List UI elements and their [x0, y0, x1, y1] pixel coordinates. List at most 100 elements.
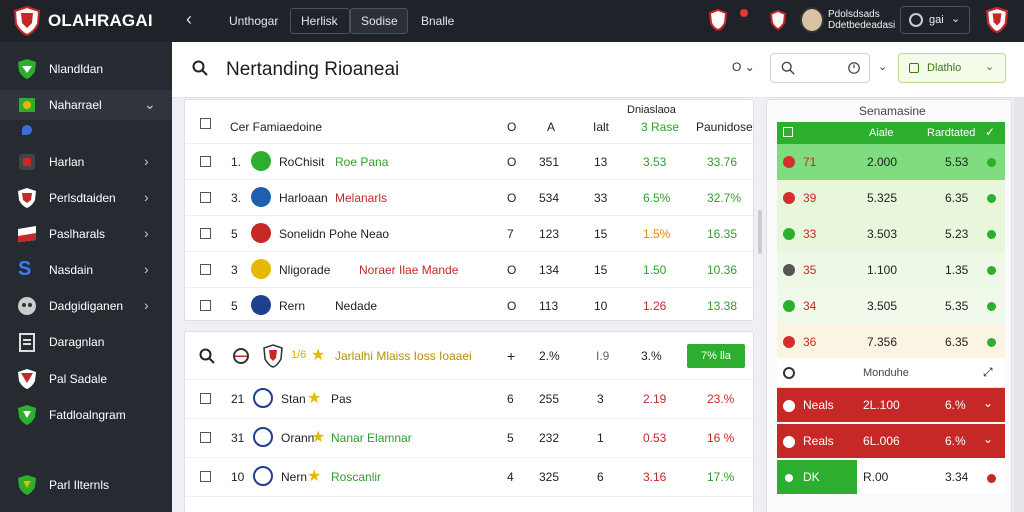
table-row[interactable]: 10 Nern ★ Roscanlir 4 325 6 3.16 17.% [185, 458, 753, 497]
view-toggle[interactable]: O ⌄ [732, 60, 755, 74]
flag-icon [19, 98, 35, 112]
cell-c1: 7 [507, 227, 514, 241]
shield-alert-icon[interactable] [768, 8, 788, 32]
chevron-down-icon[interactable]: ⌄ [878, 61, 888, 73]
team-name[interactable]: Rern [279, 299, 306, 313]
team-crest-icon[interactable] [986, 6, 1008, 34]
star-icon[interactable]: ★ [307, 390, 322, 407]
col-header-4[interactable]: 3 Rase [641, 120, 680, 134]
tab-2[interactable]: Herlisk [290, 8, 350, 34]
cell-c3: 6 [597, 470, 604, 484]
row-checkbox[interactable] [200, 192, 211, 203]
team-subname: Melanarls [335, 191, 388, 205]
row-checkbox[interactable] [200, 228, 211, 239]
star-icon[interactable]: ★ [311, 347, 326, 364]
select-all-checkbox[interactable] [200, 118, 211, 129]
sidebar-item-4[interactable]: Perlsdtaiden › [0, 183, 172, 213]
cell-c5: 16 % [707, 431, 735, 445]
back-arrow-icon[interactable]: ‹ [186, 9, 192, 29]
tab-3[interactable]: Sodise [350, 8, 408, 34]
chevron-down-icon[interactable]: ⌄ [983, 396, 994, 410]
panel-col-2[interactable]: Rardtated [927, 127, 976, 139]
panel-bottom-row[interactable]: Neals 2L.100 6.% ⌄ [777, 388, 1005, 422]
row-checkbox[interactable] [200, 393, 211, 404]
cell-c1: O [507, 191, 517, 205]
panel-row[interactable]: 36 7.356 6.35 [777, 324, 1005, 360]
search-icon[interactable] [199, 348, 215, 364]
sidebar-item-3[interactable]: Harlan › [0, 147, 172, 177]
sidebar-item-10[interactable]: Fatdloalngram [0, 400, 172, 430]
panel-row-pct: 6.35 [945, 191, 969, 205]
filter-button[interactable]: Dlathlo ⌄ [898, 53, 1006, 83]
sidebar-item-2[interactable]: Naharrael ⌄ [0, 90, 172, 120]
star-icon[interactable]: ★ [307, 468, 322, 485]
col-header-2[interactable]: A [547, 120, 556, 134]
panel-row-num: 35 [803, 263, 817, 277]
team-name[interactable]: Stan [281, 392, 306, 406]
sidebar-item-8[interactable]: Daragnlan [0, 327, 172, 357]
user-name[interactable]: Pdolsdsads Ddetbedeadasi [828, 9, 895, 31]
col-header-3[interactable]: Ialt [593, 120, 610, 134]
section-row: Monduhe ⤢ [777, 358, 1005, 388]
star-icon[interactable]: ★ [311, 429, 326, 446]
chevron-down-icon[interactable]: ⌄ [983, 432, 994, 446]
team-name[interactable]: Orann [281, 431, 315, 445]
col-header-2[interactable]: 2.% [539, 349, 560, 363]
sidebar-item-9[interactable]: Pal Sadale [0, 364, 172, 394]
table-row[interactable]: 1. RoChisit Roe Pana O 351 13 3.53 33.76 [185, 144, 753, 180]
cell-c4: 0.53 [643, 431, 667, 445]
panel-row[interactable]: 34 3.505 5.35 [777, 288, 1005, 324]
row-checkbox[interactable] [200, 471, 211, 482]
panel-row[interactable]: 35 1.100 1.35 [777, 252, 1005, 288]
user-menu-button[interactable]: gai ⌄ [900, 6, 970, 34]
col-header-3[interactable]: I.9 [596, 349, 610, 363]
table-row[interactable]: 21 Stan ★ Pas 6 255 3 2.19 23.% [185, 380, 753, 419]
panel-col-1[interactable]: Aiale [869, 127, 894, 139]
col-header-5[interactable]: Paunidose [696, 120, 753, 134]
action-button[interactable]: 7% lla [687, 344, 745, 368]
col-header-name[interactable]: Cer Famiaedoine [230, 120, 323, 134]
team-name[interactable]: Harloaan [279, 191, 328, 205]
team-name[interactable]: Nern [281, 470, 308, 484]
table-row[interactable]: 3 Nligorade Noraer Ilae Mande O 134 15 1.50 10.… [185, 252, 753, 288]
sidebar-item-11[interactable]: Parl Ilternls [0, 470, 172, 500]
team-name[interactable]: Nligorade [279, 263, 331, 277]
sidebar-item-6[interactable]: S Nasdain › [0, 255, 172, 285]
table-row[interactable]: 5 Rern Nedade O 113 10 1.26 13.38 [185, 288, 753, 324]
chevron-right-icon: › [144, 261, 149, 277]
table-row[interactable]: 5 Sonelidn Pohe Neao 7 123 15 1.5% 16.35 [185, 216, 753, 252]
col-header-1[interactable]: O [507, 120, 517, 134]
user-avatar[interactable] [800, 7, 824, 33]
cell-c3: 13 [594, 155, 608, 169]
panel-row[interactable]: 33 3.503 5.23 [777, 216, 1005, 252]
table-row[interactable]: 3. Harloaan Melanarls O 534 33 6.5% 32.7% [185, 180, 753, 216]
panel-row[interactable]: 39 5.325 6.35 [777, 180, 1005, 216]
shield-icon [18, 475, 36, 495]
table-scrollbar[interactable] [758, 210, 762, 254]
team-name[interactable]: RoChisit [279, 155, 325, 169]
panel-bottom-row[interactable]: Reals 6L.006 6.% ⌄ [777, 424, 1005, 458]
panel-row-num: 34 [803, 299, 817, 313]
tab-4[interactable]: Bnalle [421, 14, 455, 28]
row-checkbox[interactable] [200, 300, 211, 311]
expand-icon[interactable]: ⤢ [983, 365, 993, 379]
sidebar-item-5[interactable]: Paslharals › [0, 219, 172, 249]
col-header-4[interactable]: 3.% [641, 349, 662, 363]
check-icon[interactable]: ✓ [985, 125, 996, 139]
cell-c2: 123 [539, 227, 560, 241]
panel-row[interactable]: 71 2.000 5.53 [777, 144, 1005, 180]
row-checkbox[interactable] [200, 432, 211, 443]
sidebar-item-1[interactable]: Nlandldan [0, 54, 172, 84]
col-header-1[interactable]: + [507, 348, 516, 364]
page-scrollbar[interactable] [1014, 98, 1024, 512]
tab-1[interactable]: Unthogar [229, 14, 279, 28]
team-name[interactable]: Sonelidn [279, 227, 326, 241]
row-checkbox[interactable] [200, 156, 211, 167]
search-icon[interactable] [192, 60, 208, 76]
table-row[interactable]: 31 Orann ★ Nanar Elamnar 5 232 1 0.53 16 % [185, 419, 753, 458]
shield-notif-icon[interactable] [708, 8, 728, 32]
sidebar-item-7[interactable]: Dadgidiganen › [0, 291, 172, 321]
search-input[interactable] [770, 53, 870, 83]
row-checkbox[interactable] [200, 264, 211, 275]
panel-bottom-row[interactable]: DK R.00 3.34 [777, 460, 1005, 494]
